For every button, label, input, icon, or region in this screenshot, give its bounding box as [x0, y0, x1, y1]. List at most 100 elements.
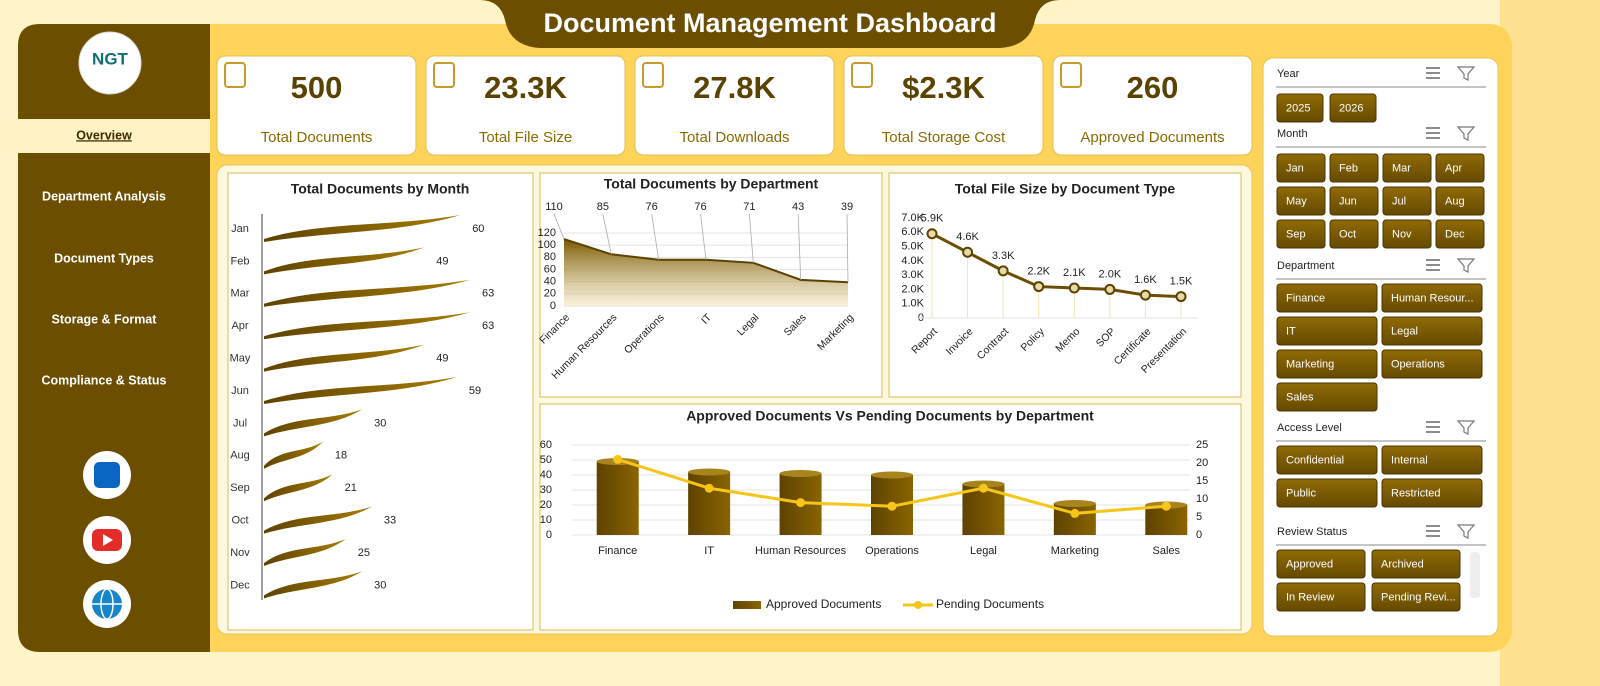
data-label: 2.1K: [1063, 267, 1086, 279]
slicer-button-label[interactable]: Archived: [1381, 558, 1424, 570]
slicer-button-label[interactable]: 2026: [1339, 102, 1363, 114]
slicer-button[interactable]: [1276, 478, 1378, 508]
slicer-button-label[interactable]: Jul: [1392, 195, 1406, 207]
slicer-button-label[interactable]: Nov: [1392, 228, 1412, 240]
slicer-button[interactable]: [1276, 316, 1378, 346]
slicer-button[interactable]: [1382, 153, 1432, 183]
slicer-button[interactable]: [1435, 186, 1485, 216]
point: [926, 228, 938, 240]
slicer-button-label[interactable]: Confidential: [1286, 454, 1344, 466]
slicer-button[interactable]: [1381, 316, 1483, 346]
slicer-button[interactable]: [1381, 349, 1483, 379]
slicer-button[interactable]: [1276, 219, 1326, 249]
slicer-button[interactable]: [1276, 153, 1326, 183]
clear-filter-icon[interactable]: [1456, 66, 1476, 81]
slicer-button-label[interactable]: Dec: [1445, 228, 1465, 240]
slicer-button[interactable]: [1276, 93, 1324, 123]
data-label: 59: [469, 385, 481, 397]
slicer-button-label[interactable]: Jun: [1339, 195, 1357, 207]
slicer-button-label[interactable]: Legal: [1391, 325, 1418, 337]
scrollbar[interactable]: [1470, 552, 1480, 598]
slicer-title: Year: [1277, 68, 1300, 80]
kpi-value: $2.3K: [902, 70, 985, 105]
legend-item: Approved Documents: [733, 597, 881, 611]
slicer-button-label[interactable]: Apr: [1445, 162, 1462, 174]
slicer-button[interactable]: [1382, 219, 1432, 249]
slicer-button[interactable]: [1435, 153, 1485, 183]
slicer-button[interactable]: [1381, 478, 1483, 508]
y-tick-label: 3.0K: [901, 269, 924, 281]
slicer-button-label[interactable]: 2025: [1286, 102, 1310, 114]
slicer-button-label[interactable]: Oct: [1339, 228, 1356, 240]
slicer-button[interactable]: [1371, 582, 1461, 612]
slicer-button[interactable]: [1276, 349, 1378, 379]
nav-item[interactable]: Department Analysis: [42, 189, 166, 203]
slicer-button-label[interactable]: Approved: [1286, 558, 1333, 570]
slicer-button-label[interactable]: IT: [1286, 325, 1296, 337]
slicer-button[interactable]: [1381, 445, 1483, 475]
slicer-button[interactable]: [1276, 283, 1378, 313]
slicer-button-label[interactable]: Sales: [1286, 391, 1314, 403]
slicer-button[interactable]: [1329, 186, 1379, 216]
slicer-button-label[interactable]: Human Resour...: [1391, 292, 1474, 304]
data-label: 43: [792, 201, 804, 213]
slicer-button[interactable]: [1276, 186, 1326, 216]
point: [796, 498, 806, 508]
clear-filter-icon[interactable]: [1456, 524, 1476, 539]
slicer-button-label[interactable]: Finance: [1286, 292, 1325, 304]
clear-filter-icon[interactable]: [1456, 258, 1476, 273]
slicer-button-label[interactable]: Operations: [1391, 358, 1445, 370]
slicer-button-label[interactable]: Public: [1286, 487, 1316, 499]
kpi-icon: [224, 62, 246, 88]
y-tick-label: 120: [538, 227, 556, 239]
slicer-button[interactable]: [1276, 382, 1378, 412]
slicer-button-label[interactable]: May: [1286, 195, 1307, 207]
slicer-button-label[interactable]: Internal: [1391, 454, 1428, 466]
dashboard-title: Document Management Dashboard: [543, 8, 996, 38]
nav-item[interactable]: Document Types: [54, 251, 154, 265]
slicer-button-label[interactable]: Jan: [1286, 162, 1304, 174]
data-label: 21: [345, 482, 357, 494]
slicer-button-label[interactable]: Pending Revi...: [1381, 591, 1456, 603]
kpi-label: Total Downloads: [679, 129, 789, 146]
slicer-button[interactable]: [1381, 283, 1483, 313]
y-tick-label: 40: [544, 276, 556, 288]
multi-select-icon[interactable]: [1426, 127, 1440, 139]
data-label: 76: [646, 201, 658, 213]
y-tick-label: 0: [546, 529, 552, 541]
slicer-button[interactable]: [1329, 93, 1377, 123]
slicer-button[interactable]: [1276, 445, 1378, 475]
slicer-button[interactable]: [1371, 549, 1461, 579]
slicer-button[interactable]: [1329, 153, 1379, 183]
clear-filter-icon[interactable]: [1456, 126, 1476, 141]
multi-select-icon[interactable]: [1426, 259, 1440, 271]
slicer-button[interactable]: [1276, 549, 1366, 579]
slicer-button[interactable]: [1329, 219, 1379, 249]
slicer-title: Review Status: [1277, 526, 1348, 538]
slicer-button-label[interactable]: In Review: [1286, 591, 1334, 603]
slicer-button-label[interactable]: Mar: [1392, 162, 1411, 174]
slicer-button[interactable]: [1276, 582, 1366, 612]
point: [704, 483, 714, 493]
nav-item[interactable]: Overview: [76, 128, 132, 142]
multi-select-icon[interactable]: [1426, 67, 1440, 79]
slicer-button-label[interactable]: Aug: [1445, 195, 1465, 207]
slicer-button-label[interactable]: Sep: [1286, 228, 1306, 240]
slicer-button[interactable]: [1382, 186, 1432, 216]
slicer-button-label[interactable]: Restricted: [1391, 487, 1441, 499]
multi-select-icon[interactable]: [1426, 421, 1440, 433]
slicer-button-label[interactable]: Feb: [1339, 162, 1358, 174]
nav-item[interactable]: Compliance & Status: [41, 373, 166, 387]
leader-line: [700, 213, 707, 260]
nav-item[interactable]: Storage & Format: [52, 312, 158, 326]
y-tick-label: Aug: [230, 450, 250, 462]
slicer-button[interactable]: [1435, 219, 1485, 249]
multi-select-icon[interactable]: [1426, 525, 1440, 537]
bar-top: [1053, 500, 1096, 507]
point: [1070, 508, 1080, 518]
kpi-card: [216, 55, 417, 156]
linkedin-icon: [94, 462, 120, 488]
clear-filter-icon[interactable]: [1456, 420, 1476, 435]
slicer-button-label[interactable]: Marketing: [1286, 358, 1334, 370]
